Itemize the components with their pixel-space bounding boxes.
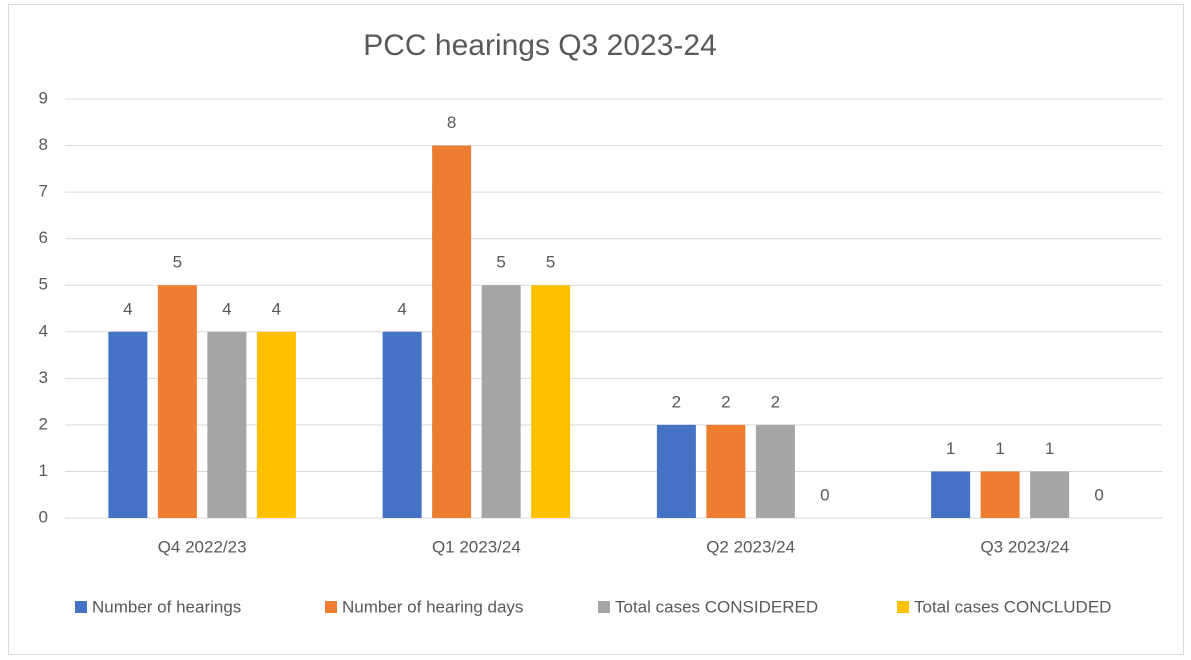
legend-label: Number of hearings (92, 597, 241, 616)
bar (980, 471, 1020, 518)
y-tick-label: 5 (39, 275, 48, 294)
y-tick-label: 2 (39, 414, 48, 433)
bar (706, 424, 746, 518)
data-label: 4 (222, 299, 231, 318)
bar (755, 424, 795, 518)
data-label: 0 (820, 485, 829, 504)
bar (432, 145, 472, 519)
data-label: 1 (995, 439, 1004, 458)
data-label: 0 (1094, 485, 1103, 504)
data-label: 5 (173, 253, 182, 272)
data-label: 2 (771, 392, 780, 411)
data-label: 1 (1045, 439, 1054, 458)
data-label: 4 (272, 299, 281, 318)
bar (256, 331, 296, 518)
y-tick-label: 6 (39, 228, 48, 247)
data-label: 1 (946, 439, 955, 458)
chart-frame (8, 4, 1184, 655)
y-tick-label: 3 (39, 368, 48, 387)
bar (656, 424, 696, 518)
y-tick-label: 1 (39, 461, 48, 480)
y-tick-label: 8 (39, 135, 48, 154)
bar (1030, 471, 1070, 518)
bar (931, 471, 971, 518)
legend-swatch (897, 601, 909, 613)
y-tick-label: 9 (39, 88, 48, 107)
x-tick-label: Q3 2023/24 (980, 537, 1069, 556)
data-label: 5 (546, 253, 555, 272)
x-tick-label: Q4 2022/23 (158, 537, 247, 556)
data-label: 8 (447, 113, 456, 132)
bar (531, 285, 571, 518)
bar (481, 285, 521, 518)
data-label: 2 (721, 392, 730, 411)
data-label: 2 (672, 392, 681, 411)
x-tick-label: Q2 2023/24 (706, 537, 795, 556)
bar (108, 331, 148, 518)
legend-label: Total cases CONSIDERED (615, 597, 818, 616)
bar (207, 331, 247, 518)
data-label: 5 (496, 253, 505, 272)
chart-title: PCC hearings Q3 2023-24 (363, 29, 717, 62)
legend-swatch (325, 601, 337, 613)
y-tick-label: 7 (39, 182, 48, 201)
data-label: 4 (397, 299, 406, 318)
data-label: 4 (123, 299, 132, 318)
x-tick-label: Q1 2023/24 (432, 537, 521, 556)
legend-swatch (75, 601, 87, 613)
bar (157, 285, 197, 518)
legend-label: Total cases CONCLUDED (914, 597, 1111, 616)
y-tick-label: 4 (39, 321, 48, 340)
bar (382, 331, 422, 518)
legend-label: Number of hearing days (342, 597, 523, 616)
y-tick-label: 0 (39, 507, 48, 526)
legend-swatch (598, 601, 610, 613)
